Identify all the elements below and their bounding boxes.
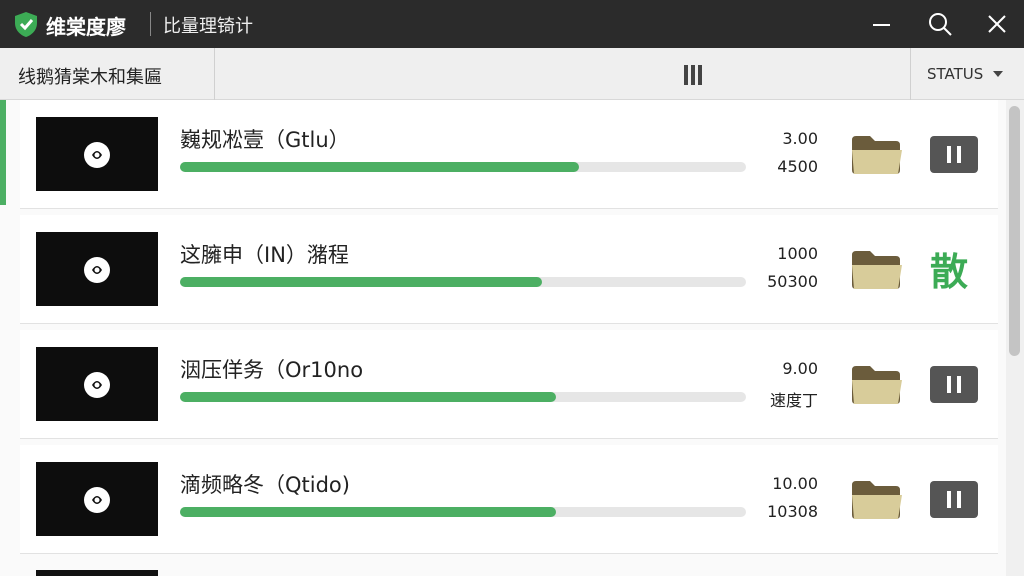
title-bar: 维棠度廖 比量理锜计: [0, 0, 1024, 48]
progress-track: [180, 392, 746, 402]
pause-icon: [930, 136, 978, 173]
thumbnail-image: [36, 462, 158, 536]
item-stat: 4500: [777, 157, 818, 176]
download-item[interactable]: 这臃申（IN）潴程 1000 50300 散: [20, 215, 998, 324]
progress-fill: [180, 507, 557, 517]
thumbnail: [36, 570, 158, 576]
progress-track: [180, 507, 746, 517]
item-stat: 1000: [777, 244, 818, 263]
item-stat: 9.00: [782, 359, 818, 378]
app-subtitle: 比量理锜计: [163, 16, 253, 37]
search-button[interactable]: [929, 13, 952, 36]
progress-fill: [180, 162, 580, 172]
progress-track: [180, 277, 746, 287]
thumbnail: [36, 232, 158, 306]
folder-icon: [852, 136, 902, 174]
pause-button[interactable]: [930, 366, 978, 407]
selection-indicator: [0, 100, 6, 205]
close-button[interactable]: [988, 15, 1006, 33]
status-dropdown[interactable]: STATUS: [927, 65, 984, 83]
folder-button[interactable]: [850, 479, 904, 525]
download-item[interactable]: 巍规凇壹（Gtlu） 3.00 4500: [20, 100, 998, 209]
download-item[interactable]: 洇压佯务（Or10no 9.00 速度丁: [20, 330, 998, 439]
item-title: 洇压佯务（Or10no: [180, 358, 364, 382]
download-item[interactable]: 滴频略冬（Qtido) 10.00 10308: [20, 445, 998, 554]
progress-track: [180, 162, 746, 172]
folder-button[interactable]: [850, 134, 904, 180]
columns-button[interactable]: [682, 64, 706, 86]
item-stat: 50300: [767, 272, 818, 291]
action-label: 散: [930, 250, 969, 294]
thumbnail: [36, 117, 158, 191]
folder-icon: [852, 251, 902, 289]
thumbnail: [36, 347, 158, 421]
divider: [150, 12, 151, 36]
thumbnail-image: [36, 232, 158, 306]
item-title: 滴频略冬（Qtido): [180, 473, 350, 497]
progress-fill: [180, 277, 543, 287]
thumbnail: [36, 462, 158, 536]
divider: [910, 48, 911, 100]
scrollbar: [1006, 100, 1024, 576]
scrollbar-thumb[interactable]: [1009, 106, 1020, 356]
pause-icon: [930, 366, 978, 403]
folder-icon: [852, 481, 902, 519]
window-controls: [873, 13, 1006, 36]
divider: [214, 48, 215, 100]
folder-button[interactable]: [850, 249, 904, 295]
pause-icon: [930, 481, 978, 518]
item-stat: 速度丁: [769, 391, 818, 410]
item-title: 这臃申（IN）潴程: [180, 243, 349, 267]
pause-button[interactable]: [930, 481, 978, 522]
item-stat: 10308: [767, 502, 818, 521]
toolbar: 线鹅猜棠木和集匾 STATUS: [0, 48, 1024, 100]
progress-fill: [180, 392, 557, 402]
app-name: 维棠度廖: [46, 15, 126, 39]
item-stat: 10.00: [772, 474, 818, 493]
folder-icon: [852, 366, 902, 404]
folder-button[interactable]: [850, 364, 904, 410]
app-logo: [15, 12, 37, 37]
thumbnail-image: [36, 117, 158, 191]
dropdown-arrow: [993, 71, 1003, 77]
toolbar-label: 线鹅猜棠木和集匾: [18, 67, 162, 88]
item-title: 巍规凇壹（Gtlu）: [180, 128, 350, 152]
pause-button[interactable]: [930, 136, 978, 177]
thumbnail-image: [36, 347, 158, 421]
item-stat: 3.00: [782, 129, 818, 148]
